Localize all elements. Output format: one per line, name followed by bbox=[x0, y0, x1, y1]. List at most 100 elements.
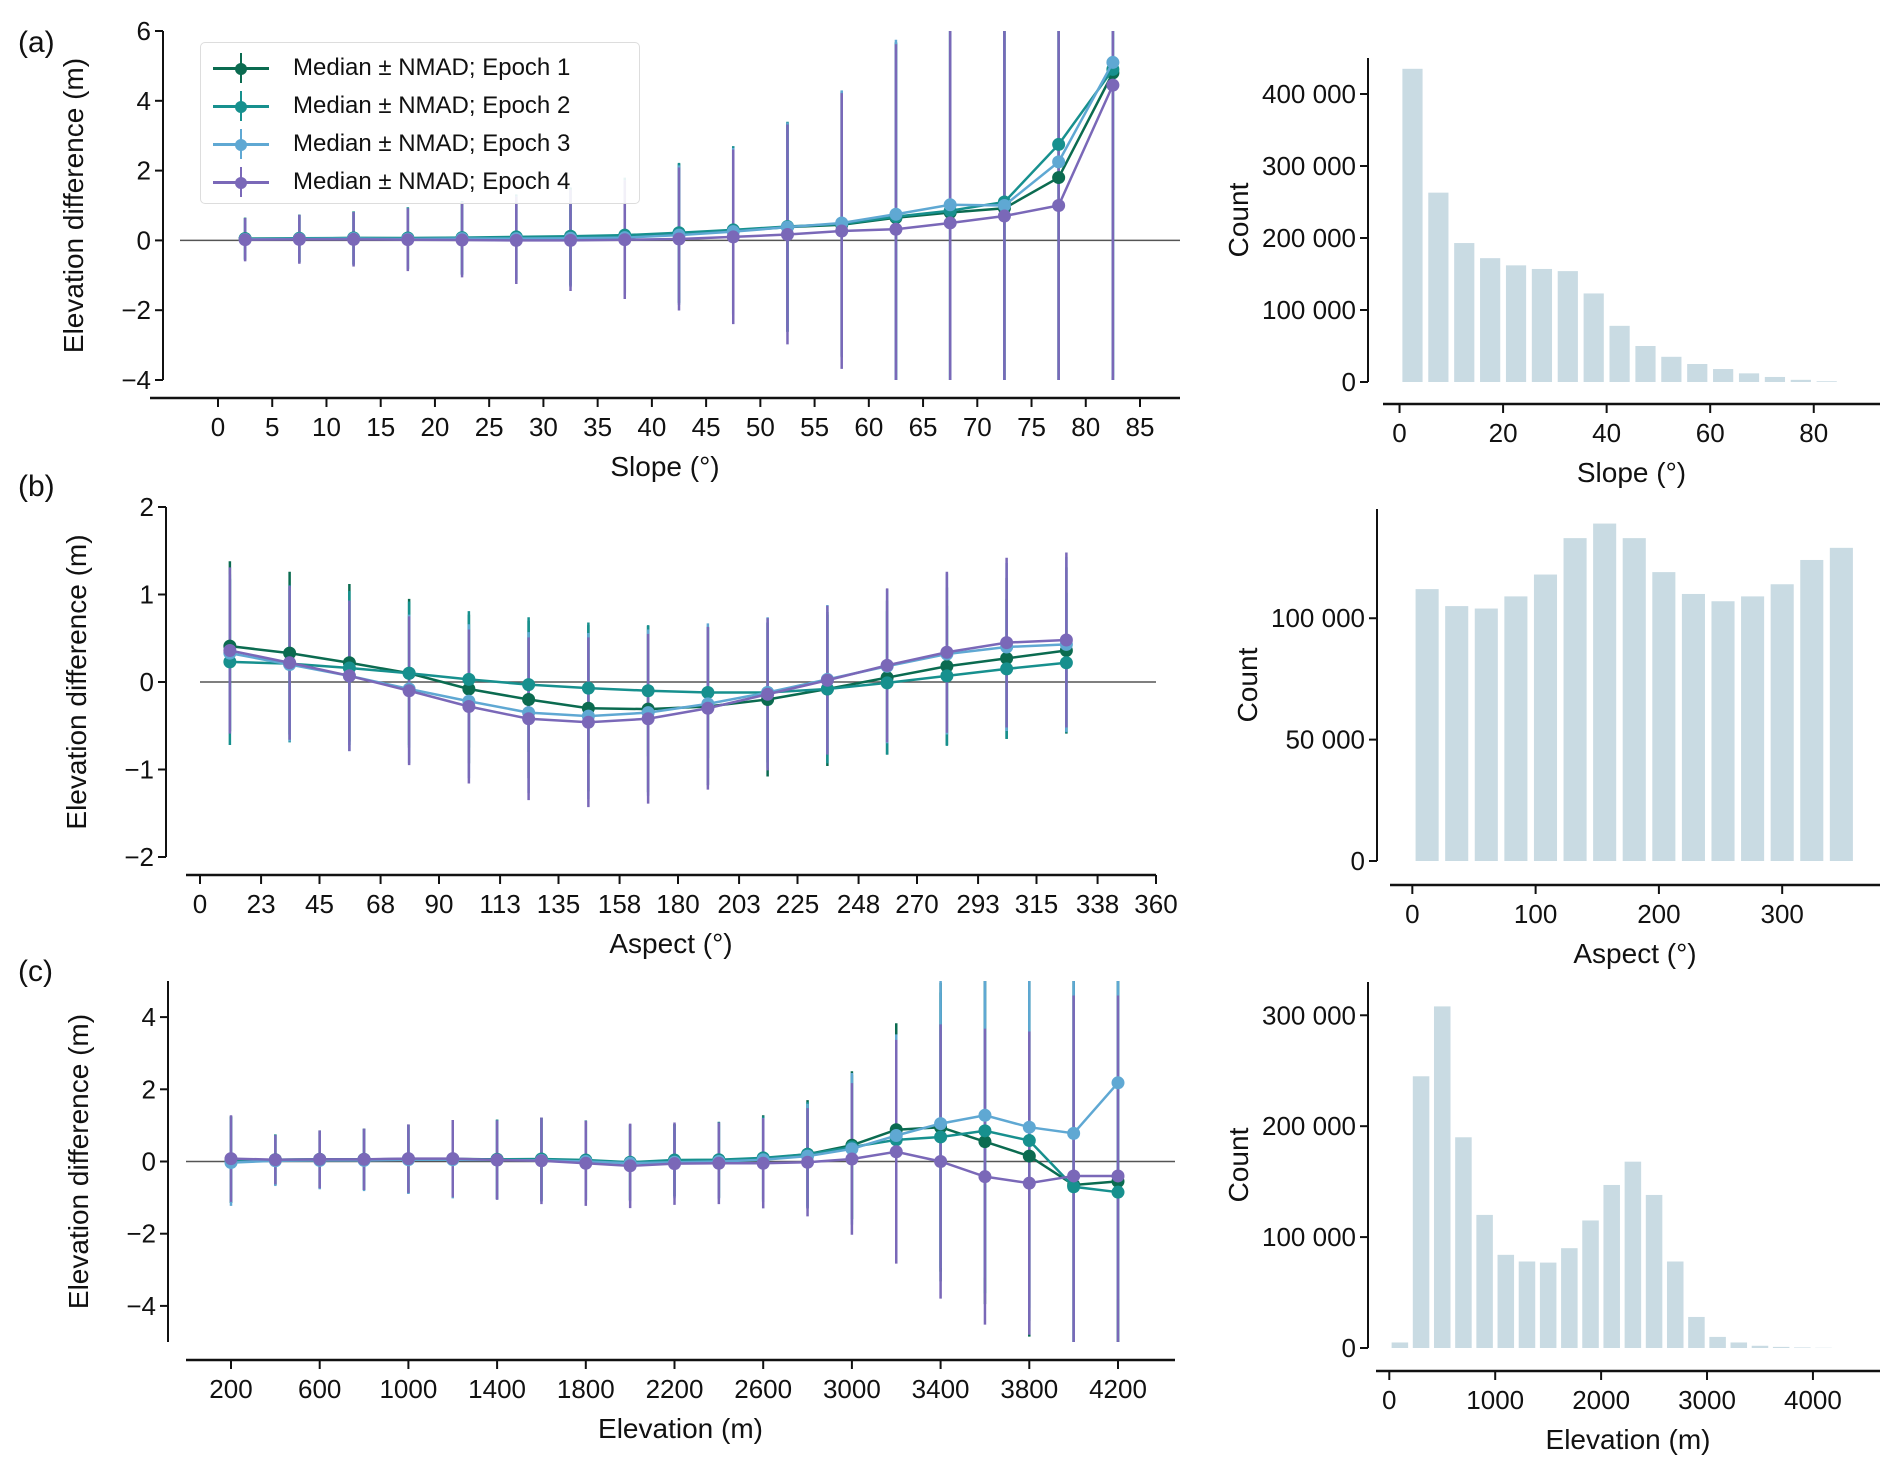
x-axis-label: Aspect (°) bbox=[609, 928, 732, 959]
x-tick-label: 80 bbox=[1799, 418, 1828, 448]
y-tick-label: 0 bbox=[1342, 367, 1356, 397]
data-point-epoch4 bbox=[522, 712, 536, 726]
data-point-epoch3 bbox=[845, 1142, 859, 1156]
data-point-epoch4 bbox=[347, 232, 361, 246]
data-point-epoch4 bbox=[756, 1156, 770, 1170]
data-point-epoch4 bbox=[940, 645, 954, 659]
data-point-epoch3 bbox=[1106, 55, 1120, 69]
histogram-bar bbox=[1635, 346, 1656, 382]
histogram-bar bbox=[1738, 373, 1760, 382]
data-point-epoch4 bbox=[357, 1152, 371, 1166]
histogram-bar bbox=[1415, 589, 1439, 861]
data-point-epoch2 bbox=[880, 676, 894, 690]
data-point-epoch2 bbox=[402, 666, 416, 680]
data-point-epoch4 bbox=[238, 233, 252, 247]
y-tick-label: 300 000 bbox=[1262, 1000, 1356, 1030]
data-point-epoch2 bbox=[934, 1130, 948, 1144]
data-point-epoch4 bbox=[889, 222, 903, 236]
legend-label: Median ± NMAD; Epoch 2 bbox=[293, 92, 571, 119]
x-tick-label: 4000 bbox=[1784, 1385, 1842, 1415]
x-tick-label: 45 bbox=[692, 412, 721, 442]
x-tick-label: 0 bbox=[193, 889, 207, 919]
x-axis-label: Slope (°) bbox=[610, 451, 719, 482]
x-axis-label: Elevation (m) bbox=[598, 1413, 763, 1444]
data-point-epoch4 bbox=[1022, 1176, 1036, 1190]
data-point-epoch3 bbox=[934, 1117, 948, 1131]
histogram-bar bbox=[1557, 271, 1578, 382]
data-point-epoch4 bbox=[997, 209, 1011, 223]
data-point-epoch1 bbox=[1052, 171, 1066, 185]
x-tick-label: 5 bbox=[265, 412, 279, 442]
data-point-epoch4 bbox=[1052, 199, 1066, 212]
data-point-epoch4 bbox=[534, 1154, 548, 1168]
x-tick-label: 23 bbox=[247, 889, 276, 919]
x-tick-label: 90 bbox=[425, 889, 454, 919]
data-point-epoch4 bbox=[668, 1157, 681, 1171]
data-point-epoch1 bbox=[1022, 1149, 1036, 1163]
data-point-epoch4 bbox=[623, 1159, 637, 1173]
x-tick-label: 0 bbox=[1382, 1385, 1396, 1415]
y-tick-label: 100 000 bbox=[1262, 1222, 1356, 1252]
x-tick-label: 40 bbox=[637, 412, 666, 442]
y-tick-label: 2 bbox=[140, 492, 154, 522]
x-tick-label: 100 bbox=[1514, 899, 1557, 929]
y-tick-label: −2 bbox=[124, 842, 154, 872]
data-point-epoch1 bbox=[522, 693, 536, 706]
histogram-bar bbox=[1730, 1342, 1748, 1348]
data-point-epoch2 bbox=[978, 1124, 992, 1138]
epoch3-marker-icon bbox=[211, 129, 271, 159]
x-tick-label: 70 bbox=[963, 412, 992, 442]
x-tick-label: 68 bbox=[366, 889, 395, 919]
epoch2-marker-icon bbox=[211, 91, 271, 121]
x-tick-label: 200 bbox=[209, 1374, 252, 1404]
x-tick-label: 50 bbox=[746, 412, 775, 442]
data-point-epoch4 bbox=[934, 1155, 948, 1168]
data-point-epoch4 bbox=[641, 712, 655, 726]
x-tick-label: 60 bbox=[1696, 418, 1725, 448]
y-tick-label: 0 bbox=[142, 1147, 156, 1177]
histogram-bar bbox=[1445, 606, 1469, 861]
x-tick-label: 85 bbox=[1126, 412, 1155, 442]
y-axis-label: Count bbox=[1223, 1127, 1254, 1202]
histogram-bar bbox=[1391, 1342, 1409, 1348]
histogram-bar bbox=[1563, 538, 1587, 861]
y-tick-label: 1 bbox=[140, 580, 154, 610]
histogram-bar bbox=[1800, 559, 1824, 861]
x-tick-label: 60 bbox=[854, 412, 883, 442]
data-point-epoch4 bbox=[780, 227, 794, 241]
legend-label: Median ± NMAD; Epoch 4 bbox=[293, 168, 571, 195]
histogram-bar bbox=[1518, 1261, 1536, 1348]
data-point-epoch4 bbox=[820, 673, 834, 687]
data-point-epoch2 bbox=[1059, 656, 1073, 670]
data-point-epoch3 bbox=[889, 207, 903, 221]
histogram-bar bbox=[1455, 1137, 1472, 1348]
data-point-epoch4 bbox=[889, 1145, 903, 1159]
y-tick-label: 100 000 bbox=[1262, 295, 1356, 325]
data-point-epoch4 bbox=[761, 687, 775, 701]
data-point-epoch2 bbox=[522, 678, 536, 692]
data-point-epoch3 bbox=[1052, 155, 1066, 169]
histogram-bar bbox=[1504, 596, 1528, 861]
data-point-epoch3 bbox=[1111, 1076, 1125, 1090]
data-point-epoch2 bbox=[581, 681, 595, 695]
histogram-bar bbox=[1687, 364, 1708, 382]
histogram-bar bbox=[1561, 1248, 1578, 1348]
data-point-epoch2 bbox=[641, 684, 655, 698]
x-tick-label: 0 bbox=[1392, 418, 1406, 448]
y-axis-label: Elevation difference (m) bbox=[58, 58, 89, 353]
data-point-epoch4 bbox=[268, 1153, 282, 1167]
histogram-bar bbox=[1402, 68, 1423, 383]
y-tick-label: 200 000 bbox=[1262, 1111, 1356, 1141]
x-tick-label: 55 bbox=[800, 412, 829, 442]
x-tick-label: 1000 bbox=[379, 1374, 437, 1404]
y-axis-label: Count bbox=[1232, 647, 1263, 722]
y-tick-label: 2 bbox=[137, 156, 151, 186]
y-tick-label: 6 bbox=[137, 16, 151, 46]
data-point-epoch4 bbox=[313, 1152, 327, 1166]
histogram-bar bbox=[1622, 538, 1646, 861]
y-tick-label: 400 000 bbox=[1262, 79, 1356, 109]
data-point-epoch4 bbox=[509, 233, 523, 247]
x-tick-label: 293 bbox=[956, 889, 999, 919]
x-tick-label: 248 bbox=[837, 889, 880, 919]
